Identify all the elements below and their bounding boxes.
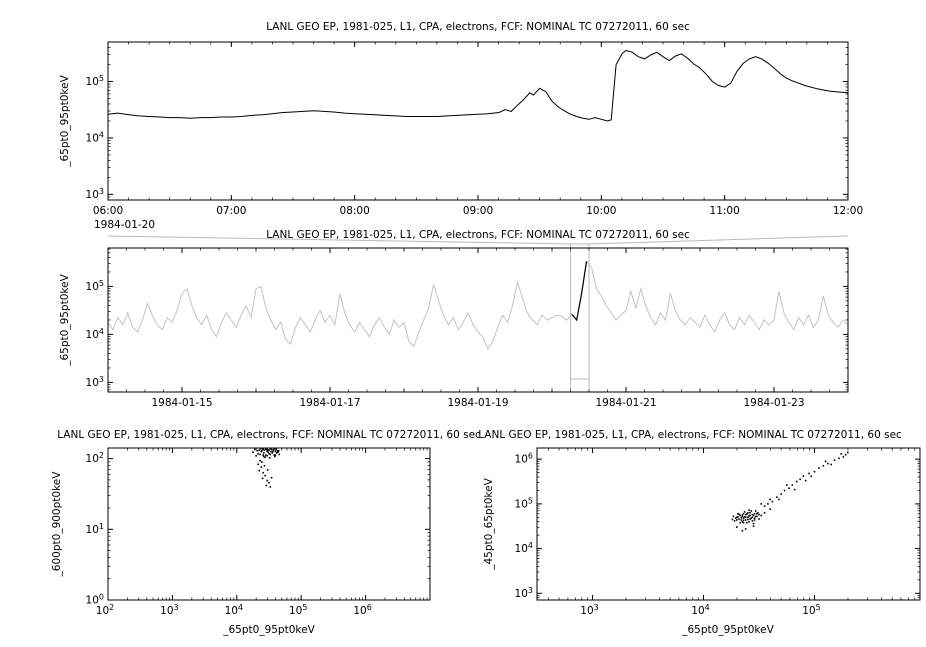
- svg-text:1984-01-19: 1984-01-19: [447, 397, 508, 409]
- svg-text:104: 104: [86, 130, 104, 144]
- svg-text:12:00: 12:00: [833, 205, 863, 217]
- svg-text:104: 104: [86, 327, 104, 341]
- svg-text:08:00: 08:00: [340, 205, 370, 217]
- svg-text:104: 104: [515, 541, 533, 555]
- svg-text:11:00: 11:00: [710, 205, 740, 217]
- svg-text:106: 106: [353, 603, 371, 617]
- svg-text:09:00: 09:00: [463, 205, 493, 217]
- svg-text:1984-01-17: 1984-01-17: [299, 397, 360, 409]
- plot3-title: LANL GEO EP, 1981-025, L1, CPA, electron…: [478, 429, 902, 441]
- svg-text:105: 105: [86, 74, 104, 88]
- svg-text:103: 103: [580, 603, 598, 617]
- plot0-title: LANL GEO EP, 1981-025, L1, CPA, electron…: [266, 21, 690, 33]
- svg-text:104: 104: [225, 603, 243, 617]
- plot3-y-axis-label: _45pt0_65pt0keV: [483, 478, 495, 570]
- svg-text:105: 105: [802, 603, 820, 617]
- svg-text:103: 103: [160, 603, 178, 617]
- svg-text:103: 103: [86, 375, 104, 389]
- svg-text:10:00: 10:00: [586, 205, 616, 217]
- svg-text:105: 105: [515, 496, 533, 510]
- svg-text:1984-01-15: 1984-01-15: [151, 397, 212, 409]
- svg-text:104: 104: [691, 603, 709, 617]
- svg-text:1984-01-23: 1984-01-23: [743, 397, 804, 409]
- svg-text:103: 103: [86, 187, 104, 201]
- svg-text:102: 102: [96, 603, 114, 617]
- svg-text:07:00: 07:00: [216, 205, 246, 217]
- svg-text:105: 105: [289, 603, 307, 617]
- svg-text:102: 102: [86, 451, 104, 465]
- plot2-y-axis-label: _600pt0_900pt0keV: [51, 471, 63, 577]
- x-axis-context-date: 1984-01-20: [94, 219, 156, 231]
- context-selection-box[interactable]: [570, 244, 589, 392]
- svg-text:105: 105: [86, 279, 104, 293]
- svg-text:106: 106: [515, 452, 533, 466]
- plot0-y-axis-label: _65pt0_95pt0keV: [59, 75, 71, 167]
- svg-text:06:00: 06:00: [93, 205, 123, 217]
- plot2-title: LANL GEO EP, 1981-025, L1, CPA, electron…: [57, 429, 481, 441]
- plot1-title: LANL GEO EP, 1981-025, L1, CPA, electron…: [266, 229, 690, 241]
- svg-text:1984-01-21: 1984-01-21: [595, 397, 656, 409]
- plot2-x-axis-label: _65pt0_95pt0keV: [223, 624, 315, 636]
- plot1-y-axis-label: _65pt0_95pt0keV: [59, 274, 71, 366]
- svg-text:103: 103: [515, 586, 533, 600]
- plot3-x-axis-label: _65pt0_95pt0keV: [682, 624, 774, 636]
- svg-text:101: 101: [86, 522, 104, 536]
